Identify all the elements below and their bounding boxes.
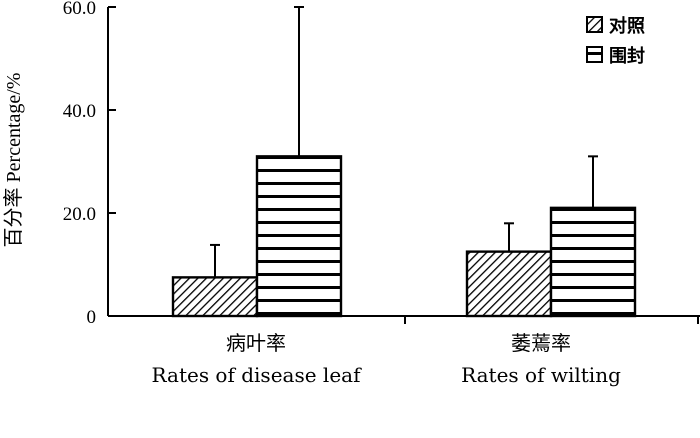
bar [171,276,259,318]
y-tick-label: 20.0 [63,204,96,225]
category-labels: 病叶率 Rates of disease leaf 萎蔫率 Rates of wilt… [152,331,622,387]
y-tick-label: 0 [87,307,97,328]
legend-swatch [586,16,603,33]
y-tick-label: 60.0 [63,0,96,19]
bar [255,155,343,318]
category-label-zh: 病叶率 [226,331,286,355]
y-ticks: 0 20.0 40.0 60.0 [63,0,116,328]
y-axis-label: 百分率 Percentage/% [2,73,25,248]
category-label-en: Rates of wilting [461,363,621,387]
bars [171,6,637,318]
category-label-en: Rates of disease leaf [152,363,363,387]
bar [549,206,637,318]
category-label-zh: 萎蔫率 [511,331,571,355]
bar [465,250,553,318]
legend-label: 围封 [609,45,645,67]
y-tick-label: 40.0 [63,101,96,122]
legend-label: 对照 [609,15,645,37]
legend-swatch [586,46,603,63]
